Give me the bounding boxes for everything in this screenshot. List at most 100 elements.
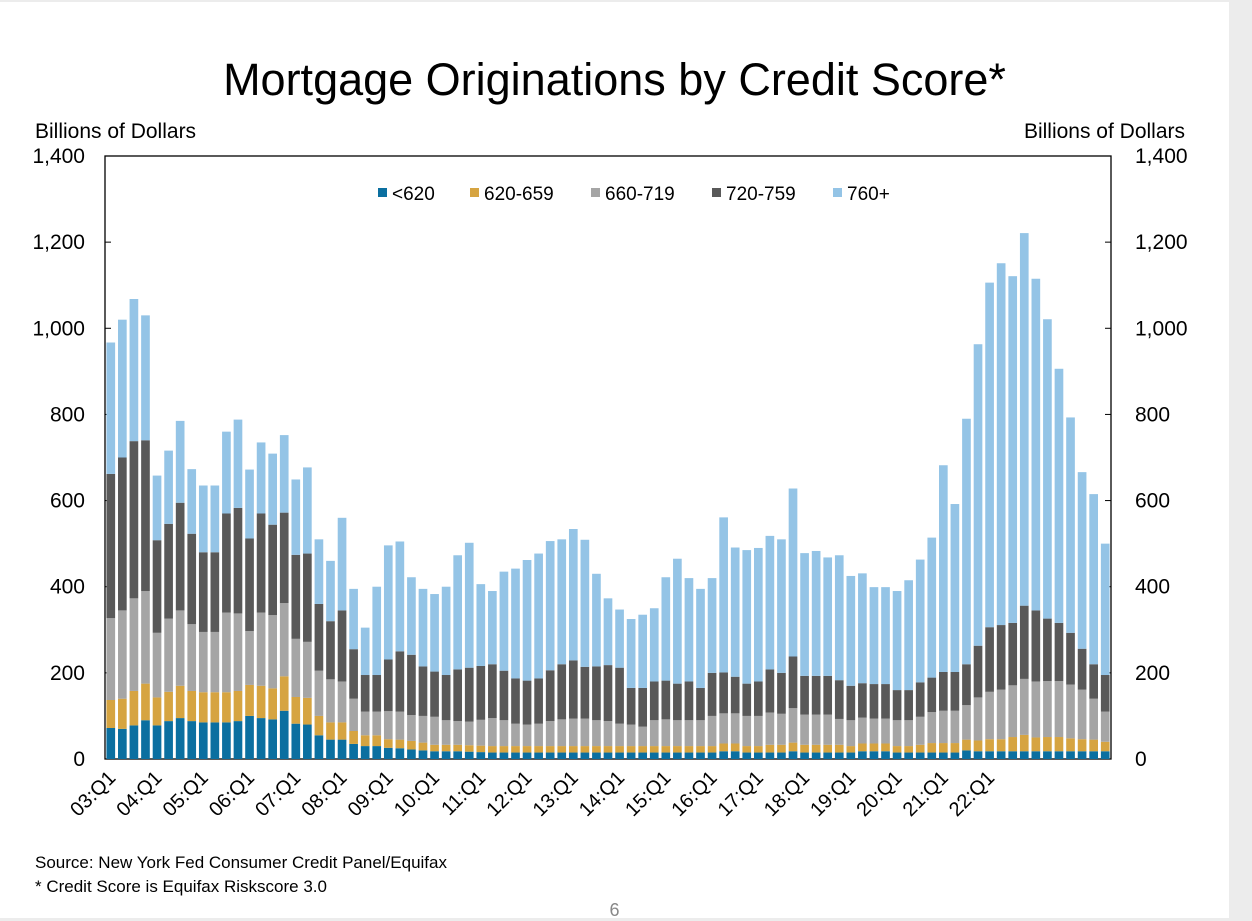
- bar-segment: [823, 714, 833, 745]
- bar-segment: [314, 715, 324, 736]
- bar-segment: [499, 752, 509, 759]
- bar-segment: [580, 718, 590, 747]
- bar-segment: [1077, 472, 1087, 649]
- bar-segment: [649, 720, 659, 747]
- bar-segment: [187, 469, 197, 534]
- bar-segment: [707, 715, 717, 747]
- bar-segment: [129, 299, 139, 442]
- bar-segment: [245, 469, 254, 539]
- bar-segment: [349, 649, 358, 699]
- bar-segment: [441, 675, 451, 721]
- bar-segment: [973, 645, 983, 698]
- bar-segment: [1031, 751, 1041, 759]
- bar-segment: [106, 342, 116, 474]
- legend-swatch: [712, 188, 721, 197]
- bar-segment: [1066, 751, 1075, 759]
- bar-segment: [222, 722, 231, 759]
- left-tick-label: 0: [73, 748, 85, 771]
- bar-segment: [939, 672, 948, 711]
- bar-segment: [303, 467, 312, 554]
- bar-segment: [337, 739, 347, 759]
- bar-segment: [383, 545, 393, 660]
- bar-segment: [279, 603, 289, 677]
- bar-segment: [152, 540, 162, 633]
- right-tick-label: 0: [1135, 748, 1147, 771]
- bar-segment: [522, 746, 532, 753]
- bar-segment: [1089, 664, 1098, 699]
- bar-segment: [430, 594, 439, 672]
- bar-segment: [811, 744, 821, 753]
- bar-segment: [337, 722, 347, 740]
- bar-segment: [1031, 681, 1041, 738]
- bar-segment: [233, 507, 243, 614]
- bar-segment: [418, 715, 428, 743]
- bar-segment: [996, 625, 1006, 690]
- bar-segment: [973, 697, 983, 741]
- bar-segment: [707, 672, 717, 716]
- bar-segment: [673, 720, 682, 747]
- bar-segment: [939, 465, 948, 672]
- bar-segment: [360, 735, 370, 747]
- bar-segment: [580, 752, 590, 759]
- bar-segment: [326, 739, 335, 759]
- bar-segment: [268, 688, 277, 720]
- bar-segment: [904, 720, 913, 747]
- bar-segment: [164, 721, 173, 759]
- bar-segment: [788, 656, 798, 709]
- bar-segment: [1043, 319, 1052, 619]
- bar-segment: [1043, 751, 1052, 759]
- bar-segment: [418, 750, 428, 759]
- bar-segment: [939, 743, 948, 753]
- bar-segment: [707, 752, 717, 759]
- right-tick-label: 600: [1135, 490, 1170, 513]
- bar-segment: [753, 547, 763, 682]
- bar-segment: [719, 713, 728, 744]
- bar-segment: [742, 752, 752, 759]
- bar-segment: [106, 699, 116, 728]
- bar-segment: [846, 746, 856, 753]
- bar-segment: [869, 743, 879, 752]
- bar-segment: [1019, 233, 1029, 606]
- bar-segment: [522, 680, 532, 725]
- bar-segment: [985, 627, 994, 692]
- bar-segment: [118, 698, 127, 729]
- bar-segment: [869, 718, 879, 744]
- bar-segment: [730, 713, 740, 744]
- bar-segment: [800, 714, 809, 745]
- bar-segment: [881, 684, 890, 719]
- bar-segment: [303, 553, 312, 642]
- bar-segment: [245, 538, 254, 632]
- bar-segment: [950, 672, 960, 711]
- bar-segment: [187, 690, 197, 722]
- bar-segment: [557, 719, 567, 747]
- bar-segment: [256, 513, 266, 613]
- bar-segment: [511, 678, 520, 724]
- bar-segment: [615, 667, 624, 724]
- bar-segment: [580, 666, 590, 719]
- bar-segment: [326, 722, 335, 740]
- bar-segment: [210, 631, 220, 693]
- bar-segment: [326, 679, 335, 723]
- bar-segment: [1031, 737, 1041, 752]
- bar-segment: [753, 681, 763, 716]
- bar-segment: [1100, 675, 1110, 712]
- bar-segment: [1054, 681, 1064, 738]
- bar-segment: [904, 746, 913, 753]
- bar-segment: [534, 678, 543, 724]
- bar-segment: [557, 664, 567, 720]
- bar-segment: [649, 681, 659, 721]
- bar-segment: [777, 752, 786, 759]
- bar-segment: [915, 559, 925, 683]
- bar-segment: [545, 670, 555, 722]
- bar-segment: [962, 664, 971, 706]
- bar-segment: [418, 666, 428, 716]
- x-tick-label: 16:Q1: [668, 767, 722, 821]
- bar-segment: [765, 712, 775, 745]
- bar-segment: [337, 681, 347, 723]
- bar-segment: [661, 680, 671, 720]
- bar-segment: [476, 665, 486, 720]
- bar-segment: [580, 539, 590, 667]
- source-note: Source: New York Fed Consumer Credit Pan…: [35, 853, 447, 872]
- bar-segment: [811, 752, 821, 759]
- bar-segment: [765, 535, 775, 670]
